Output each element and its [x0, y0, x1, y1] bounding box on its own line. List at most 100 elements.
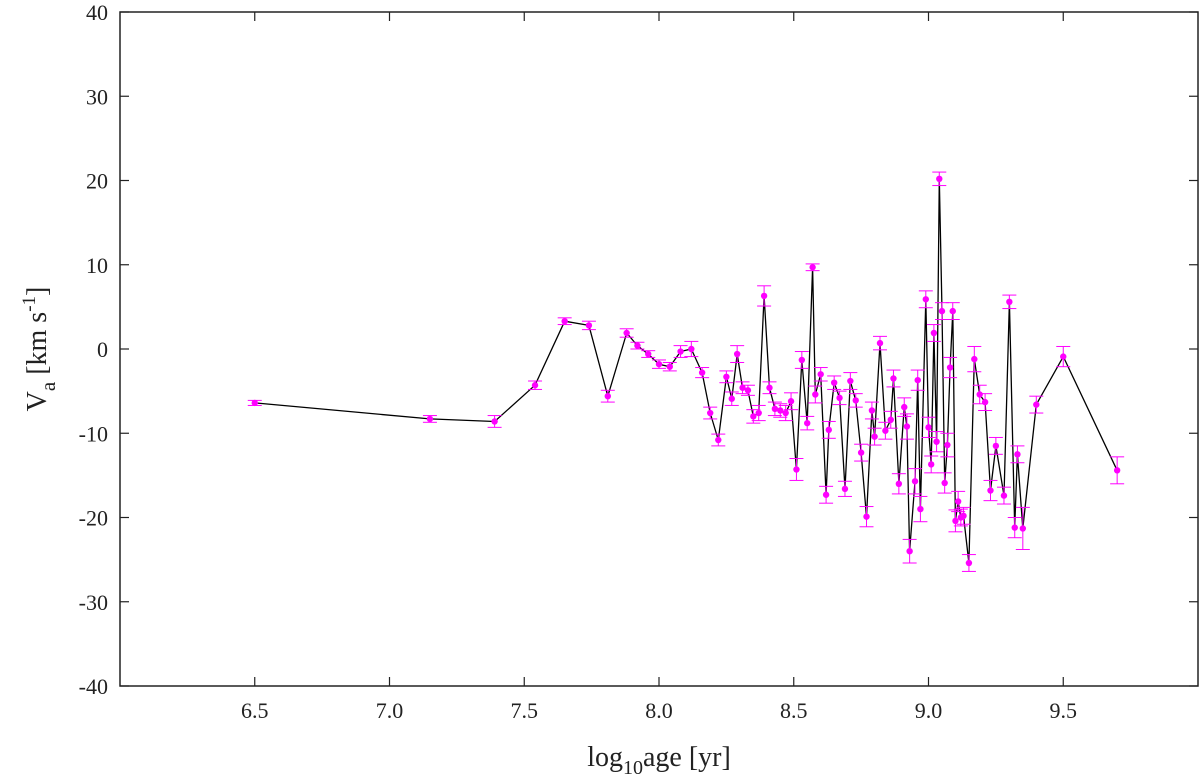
data-point — [760, 292, 768, 300]
data-point — [812, 391, 819, 398]
data-point — [666, 363, 673, 370]
y-tick-label: -40 — [79, 674, 108, 699]
data-point — [1014, 451, 1021, 458]
x-axis: 6.5 7.0 7.5 8.0 8.5 9.0 9.5 — [241, 12, 1077, 723]
data-point — [941, 479, 948, 487]
data-point — [1006, 298, 1013, 306]
data-point — [645, 350, 652, 358]
y-axis-label-end: ] — [22, 287, 53, 296]
x-tick-label: 7.5 — [511, 698, 539, 723]
data-point — [895, 480, 903, 487]
y-tick-label: 20 — [86, 169, 108, 194]
data-point — [887, 416, 894, 423]
y-axis-label: Va [km s-1] — [19, 287, 60, 412]
data-point — [863, 513, 870, 520]
data-point — [871, 433, 878, 440]
data-point — [847, 377, 854, 385]
data-point — [906, 548, 913, 555]
data-point — [561, 317, 568, 325]
data-point — [1033, 401, 1040, 408]
data-point — [946, 364, 954, 371]
data-point — [857, 449, 865, 456]
data-point — [922, 296, 930, 303]
data-point — [876, 339, 884, 347]
data-point — [836, 394, 843, 402]
data-point — [782, 409, 789, 417]
data-point — [954, 498, 962, 505]
data-point — [841, 485, 849, 493]
data-point — [930, 329, 938, 337]
data-point — [992, 442, 1000, 450]
data-point — [771, 405, 779, 413]
data-point — [715, 436, 722, 444]
data-point — [960, 512, 967, 520]
data-point — [744, 387, 752, 394]
y-axis-label-base: V — [22, 391, 53, 411]
y-tick-label: -10 — [79, 421, 108, 446]
data-point — [882, 427, 889, 434]
data-point — [852, 397, 859, 404]
y-axis-label-unit: [km s — [22, 312, 53, 382]
data-point — [604, 392, 611, 400]
data-point — [987, 487, 994, 494]
data-point — [936, 175, 943, 183]
data-point — [798, 356, 806, 364]
data-point — [927, 461, 935, 468]
x-tick-label: 6.5 — [241, 698, 269, 723]
data-point — [890, 375, 897, 382]
series-line — [254, 178, 1118, 564]
x-tick-label: 8.0 — [645, 698, 673, 723]
x-axis-label-subscript: 10 — [623, 757, 643, 779]
data-point — [728, 395, 735, 402]
data-point — [634, 342, 641, 349]
data-point — [809, 264, 816, 271]
x-tick-label: 8.5 — [780, 698, 808, 723]
data-point — [901, 403, 908, 411]
data-point — [981, 398, 989, 406]
data-point — [825, 426, 832, 434]
x-axis-label: log10age [yr] — [587, 742, 731, 779]
x-axis-label-base: log — [587, 742, 623, 773]
data-point — [933, 438, 940, 445]
y-axis-label-subscript: a — [36, 381, 60, 391]
data-point — [787, 398, 795, 405]
chart-marks — [247, 171, 1125, 572]
y-axis-label-superscript: -1 — [19, 296, 40, 312]
data-point — [698, 369, 706, 376]
data-point — [755, 409, 762, 417]
data-point — [585, 322, 593, 329]
data-point — [911, 478, 919, 485]
data-point — [1113, 467, 1121, 474]
y-axis: -40 -30 -20 -10 0 10 20 30 40 — [79, 0, 1198, 699]
data-point — [817, 371, 824, 378]
data-point — [739, 384, 746, 391]
data-point — [655, 360, 663, 368]
data-point — [952, 517, 959, 525]
data-point — [868, 407, 876, 414]
y-tick-label: 30 — [86, 84, 108, 109]
data-point — [1011, 524, 1018, 531]
data-point — [830, 379, 838, 386]
y-tick-label: -30 — [79, 590, 108, 615]
data-point — [938, 307, 946, 315]
data-point — [793, 466, 800, 473]
plot-frame — [119, 11, 1199, 687]
y-tick-label: 40 — [86, 0, 108, 25]
x-tick-label: 7.0 — [376, 698, 404, 723]
data-point — [914, 376, 921, 384]
y-tick-label: -20 — [79, 506, 108, 531]
data-point — [903, 423, 911, 430]
data-point — [1000, 492, 1008, 499]
y-tick-label: 10 — [86, 253, 108, 278]
data-point — [1019, 525, 1027, 532]
data-point — [733, 350, 741, 358]
data-point — [925, 424, 932, 431]
x-tick-label: 9.0 — [915, 698, 943, 723]
y-tick-label: 0 — [97, 337, 108, 362]
data-point — [944, 441, 951, 449]
data-point — [917, 505, 924, 513]
data-point — [688, 345, 695, 353]
data-point — [804, 419, 811, 427]
data-point — [723, 373, 730, 381]
